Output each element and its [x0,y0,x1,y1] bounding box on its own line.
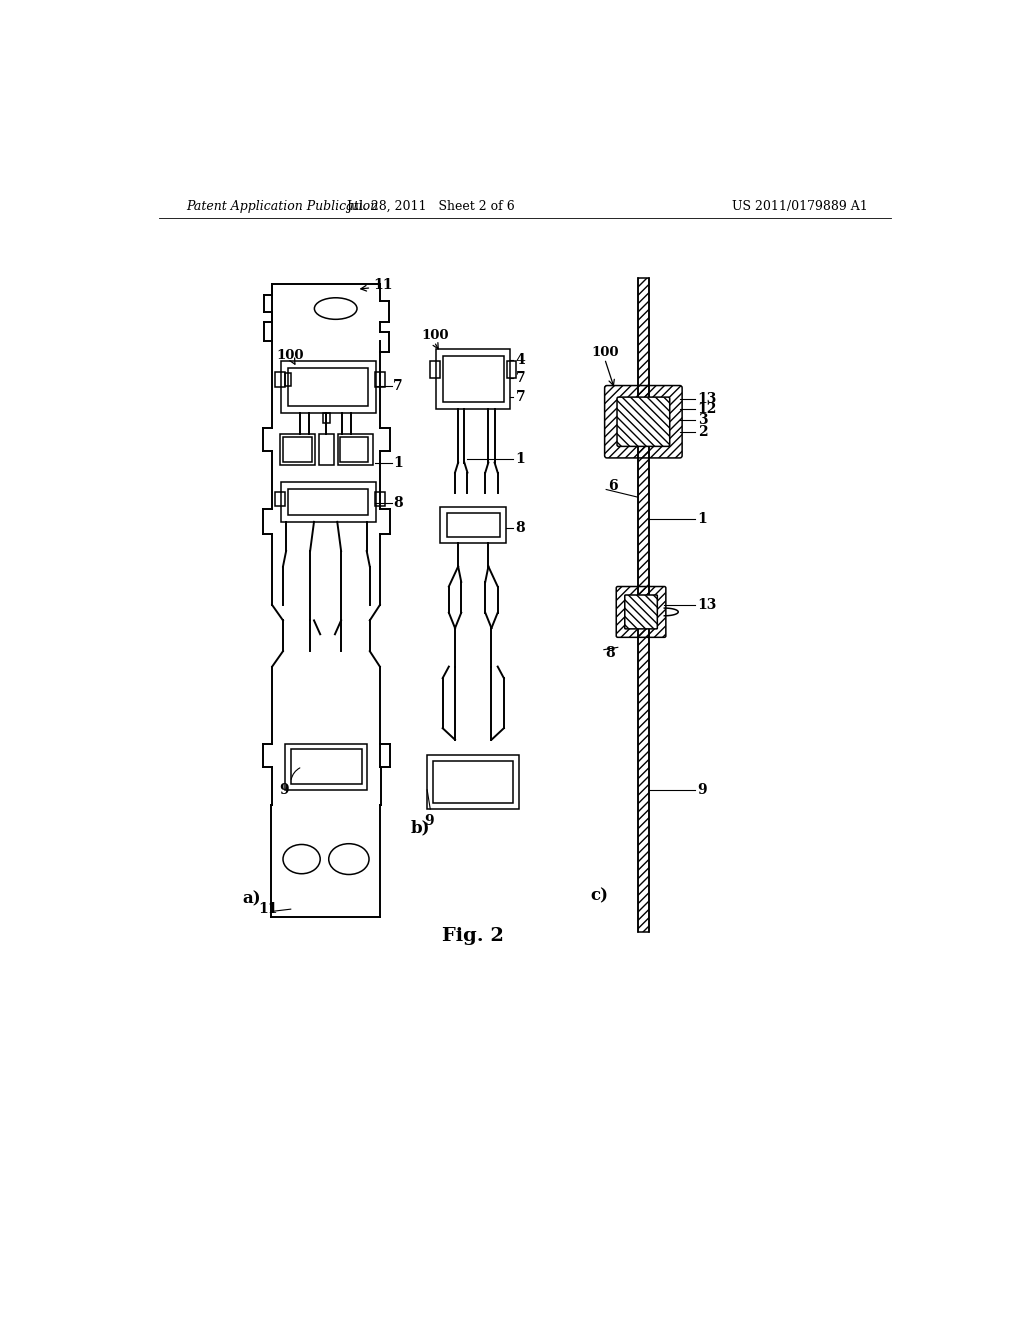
Bar [285,374,291,385]
Bar [442,355,504,401]
Text: 2: 2 [697,425,708,438]
Text: c): c) [590,887,608,904]
Bar [340,437,369,462]
Text: 13: 13 [697,392,717,405]
Text: 7: 7 [515,371,525,385]
Text: US 2011/0179889 A1: US 2011/0179889 A1 [732,201,868,214]
Text: 100: 100 [276,348,304,362]
Text: 1: 1 [515,451,525,466]
Text: 4: 4 [515,354,525,367]
Text: 11: 11 [374,279,393,293]
Bar [433,762,513,803]
Text: 11: 11 [258,902,278,916]
Bar [324,413,330,422]
Text: 8: 8 [515,521,525,535]
Bar [286,743,368,789]
Bar [281,360,376,413]
Text: 3: 3 [697,413,708,428]
FancyBboxPatch shape [617,397,670,446]
Bar [427,755,519,809]
Text: 7: 7 [393,379,402,392]
Text: Jul. 28, 2011   Sheet 2 of 6: Jul. 28, 2011 Sheet 2 of 6 [346,201,515,214]
Text: 1: 1 [697,512,708,525]
Text: 13: 13 [697,598,717,612]
Text: 100: 100 [592,346,618,359]
Bar [283,437,311,462]
Bar [275,372,285,387]
Bar [446,513,500,537]
Bar [375,372,385,387]
Bar [291,748,362,784]
Bar [436,350,510,409]
Bar [289,488,369,515]
Text: 9: 9 [280,783,289,797]
FancyBboxPatch shape [625,595,657,628]
Bar [281,482,376,521]
Text: b): b) [411,820,430,837]
Bar [318,434,334,465]
Text: 9: 9 [697,783,708,797]
Bar [280,434,314,465]
Text: a): a) [243,891,261,908]
Text: 6: 6 [608,479,618,492]
Bar [275,492,285,506]
Text: Patent Application Publication: Patent Application Publication [186,201,378,214]
Bar [430,360,439,378]
Text: 1: 1 [393,455,402,470]
Bar [289,368,369,407]
Text: Fig. 2: Fig. 2 [442,927,504,945]
Text: 9: 9 [424,813,434,828]
Bar [440,507,506,544]
Text: 12: 12 [697,401,717,416]
Text: 8: 8 [605,645,615,660]
Bar [338,434,373,465]
Bar [507,360,516,378]
Text: 100: 100 [421,329,449,342]
Bar [638,277,649,932]
Text: 8: 8 [393,495,402,510]
Text: 7: 7 [515,391,525,404]
Bar [375,492,385,506]
